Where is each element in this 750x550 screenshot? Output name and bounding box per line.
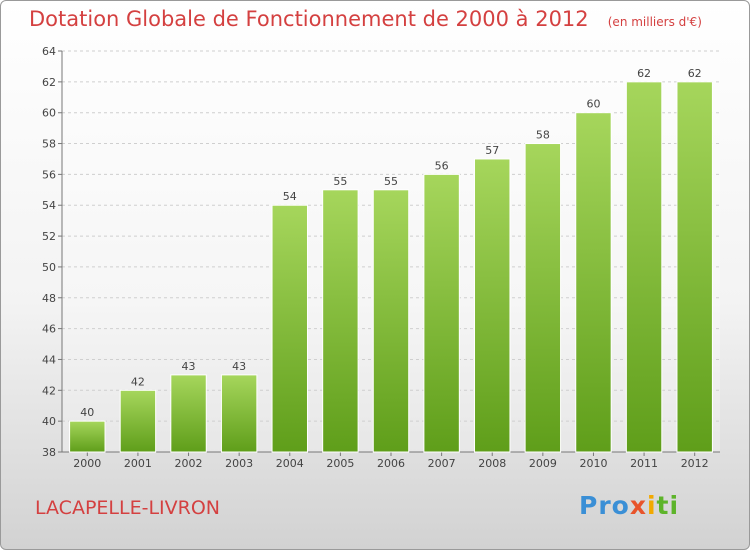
chart-title: Dotation Globale de Fonctionnement de 20… [29,7,589,31]
x-tick-label-2001: 2001 [124,457,152,470]
y-tick-label: 48 [42,292,56,305]
data-label-2007: 56 [435,159,449,172]
bar-2012 [676,81,713,453]
bar-2010 [575,112,612,453]
y-tick-label: 38 [42,446,56,459]
x-tick-label-2006: 2006 [377,457,405,470]
y-tick-label: 58 [42,138,56,151]
bar-2008 [474,158,511,453]
x-tick-label-2007: 2007 [428,457,456,470]
x-tick-label-2010: 2010 [579,457,607,470]
data-label-2006: 55 [384,175,398,188]
data-label-2004: 54 [283,190,297,203]
x-tick-label-2005: 2005 [326,457,354,470]
x-tick-label-2003: 2003 [225,457,253,470]
y-tick-label: 40 [42,415,56,428]
bar-2001 [119,389,157,453]
x-tick-label-2012: 2012 [681,457,709,470]
bar-2002 [170,374,207,453]
chart-unit-label: (en milliers d'€) [607,15,702,29]
logo-part-3: i [646,491,657,520]
y-tick-label: 44 [42,353,56,366]
bar-2011 [625,81,663,453]
y-tick-label: 60 [42,107,56,120]
x-tick-label-2004: 2004 [276,457,304,470]
logo-part-1: Pro [579,491,630,520]
data-label-2011: 62 [637,67,651,80]
title-row: Dotation Globale de Fonctionnement de 20… [29,7,702,31]
y-tick-label: 54 [42,199,56,212]
bar-2009 [524,143,562,453]
y-tick-label: 42 [42,384,56,397]
x-tick-label-2011: 2011 [630,457,658,470]
bar-2007 [423,173,460,453]
y-tick-label: 56 [42,168,56,181]
data-label-2002: 43 [182,360,196,373]
x-tick-label-2000: 2000 [73,457,101,470]
data-label-2012: 62 [688,67,702,80]
bar-2006 [372,189,410,453]
bar-2004 [271,204,308,453]
x-tick-label-2008: 2008 [478,457,506,470]
data-label-2005: 55 [333,175,347,188]
data-label-2000: 40 [80,406,94,419]
commune-name: LACAPELLE-LIVRON [35,497,220,519]
bar-2005 [322,189,359,453]
logo-part-2: x [629,491,647,520]
data-label-2008: 57 [485,144,499,157]
data-label-2001: 42 [131,375,145,388]
y-tick-label: 46 [42,323,56,336]
data-label-2009: 58 [536,129,550,142]
logo-part-4: ti [656,491,680,520]
proxiti-logo[interactable]: Proxiti [579,491,679,520]
y-tick-label: 50 [42,261,56,274]
data-label-2010: 60 [586,98,600,111]
y-tick-label: 52 [42,230,56,243]
data-label-2003: 43 [232,360,246,373]
bar-2000 [69,420,106,453]
y-tick-label: 64 [42,45,56,58]
x-tick-label-2009: 2009 [529,457,557,470]
y-tick-label: 62 [42,76,56,89]
bar-2003 [220,374,258,453]
x-tick-label-2002: 2002 [175,457,203,470]
